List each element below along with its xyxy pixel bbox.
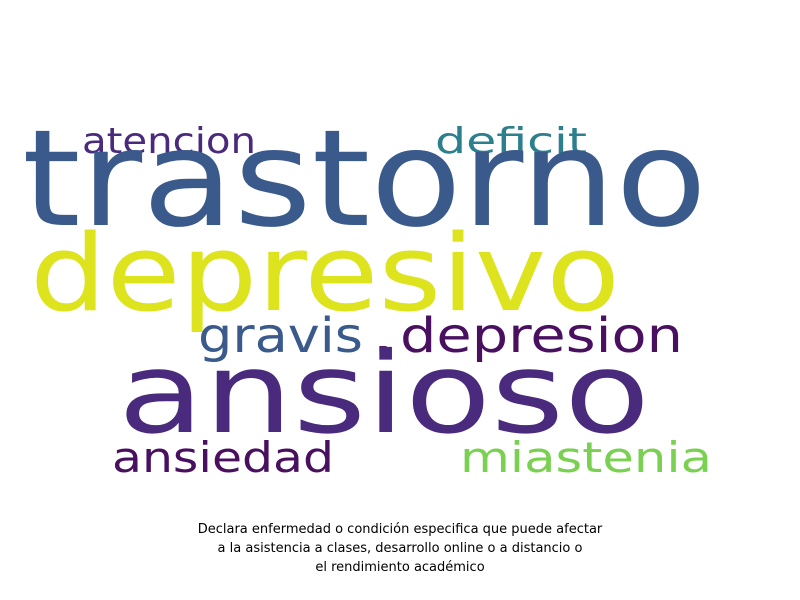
caption-line-1: Declara enfermedad o condición especific…: [197, 522, 603, 537]
caption: Declara enfermedad o condición especific…: [100, 520, 700, 577]
caption-line-2: a la asistencia a clases, desarrollo onl…: [217, 541, 583, 556]
word-atencion: atencion: [82, 121, 256, 162]
word-depresivo: depresivo: [30, 212, 620, 335]
word-ansiedad: ansiedad: [112, 433, 334, 482]
word-trastorno: trastorno: [22, 101, 707, 257]
word-ansioso: ansioso: [118, 329, 650, 459]
word-depresion: depresion: [400, 308, 683, 364]
word-gravis: gravis: [198, 308, 363, 364]
word-dot: .: [372, 308, 394, 364]
word-deficit: deficit: [435, 121, 587, 162]
word-miastenia: miastenia: [460, 433, 712, 482]
caption-line-3: el rendimiento académico: [315, 560, 485, 575]
